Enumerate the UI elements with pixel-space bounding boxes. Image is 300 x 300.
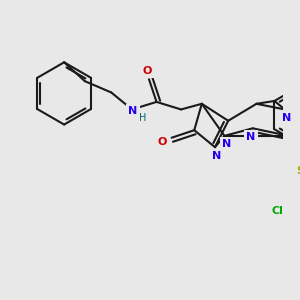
Text: N: N (246, 132, 256, 142)
Text: O: O (158, 136, 167, 146)
Text: N: N (282, 113, 291, 123)
Text: N: N (222, 139, 231, 149)
Text: S: S (296, 166, 300, 176)
Text: Cl: Cl (271, 206, 283, 216)
Text: N: N (128, 106, 138, 116)
Text: H: H (139, 113, 146, 123)
Text: N: N (212, 151, 221, 161)
Text: O: O (142, 66, 152, 76)
